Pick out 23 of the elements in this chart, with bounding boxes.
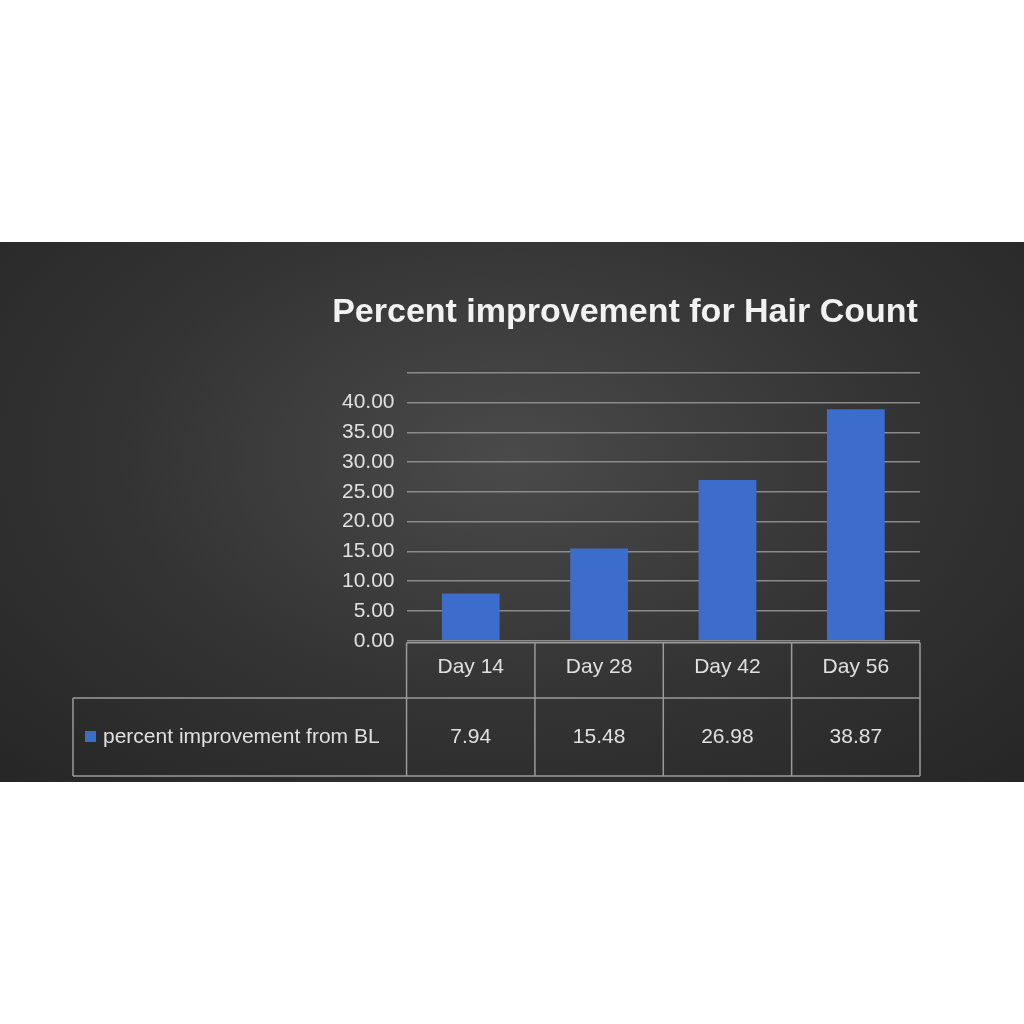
x-tick-label: Day 14 xyxy=(437,654,505,678)
y-tick-label: 30.00 xyxy=(341,448,395,472)
x-tick-label: Day 28 xyxy=(565,654,633,678)
data-label: 7.94 xyxy=(450,723,492,747)
y-tick-label: 5.00 xyxy=(353,597,395,621)
x-tick-label: Day 42 xyxy=(694,654,761,678)
bar xyxy=(698,480,757,641)
y-tick-label: 20.00 xyxy=(341,508,395,532)
data-label: 15.48 xyxy=(572,723,626,747)
y-tick-label: 40.00 xyxy=(341,389,395,413)
y-tick-label: 0.00 xyxy=(353,627,395,651)
legend-label: percent improvement from BL xyxy=(103,723,380,747)
bar xyxy=(441,593,500,641)
x-tick-label: Day 56 xyxy=(822,654,890,678)
y-tick-label: 25.00 xyxy=(341,478,395,502)
bar xyxy=(570,548,628,641)
y-tick-label: 10.00 xyxy=(341,568,395,592)
y-tick-label: 15.00 xyxy=(341,538,395,562)
data-label: 38.87 xyxy=(829,723,883,747)
y-tick-label: 35.00 xyxy=(341,419,395,443)
data-label: 26.98 xyxy=(701,723,754,747)
chart-title: Percent improvement for Hair Count xyxy=(332,290,918,329)
bar xyxy=(826,409,885,641)
